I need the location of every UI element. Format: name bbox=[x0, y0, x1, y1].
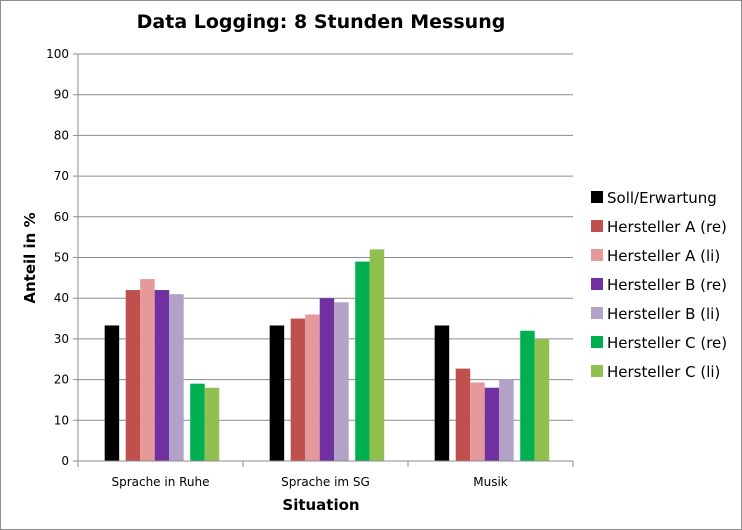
y-tick-label: 80 bbox=[54, 128, 69, 142]
legend-swatch bbox=[591, 365, 603, 377]
bar-1-5 bbox=[355, 261, 370, 461]
legend-label: Soll/Erwartung bbox=[607, 189, 717, 207]
bar-2-5 bbox=[520, 330, 535, 461]
y-tick-label: 90 bbox=[54, 88, 69, 102]
x-axis-title: Situation bbox=[282, 496, 359, 514]
legend-label: Hersteller C (re) bbox=[607, 334, 727, 352]
legend-swatch bbox=[591, 191, 603, 203]
bars bbox=[104, 249, 550, 461]
y-tick-label: 70 bbox=[54, 169, 69, 183]
y-tick-label: 30 bbox=[54, 332, 69, 346]
y-axis-title: Anteil in % bbox=[21, 212, 39, 303]
legend-swatch bbox=[591, 220, 603, 232]
category-label: Sprache in Ruhe bbox=[111, 475, 209, 489]
y-tick-label: 0 bbox=[61, 454, 69, 468]
bar-1-2 bbox=[305, 314, 320, 461]
bar-0-1 bbox=[125, 290, 141, 461]
bar-1-4 bbox=[334, 302, 349, 461]
bar-1-3 bbox=[319, 298, 335, 461]
legend-swatch bbox=[591, 307, 603, 319]
y-tick-label: 10 bbox=[54, 413, 69, 427]
bar-0-5 bbox=[190, 383, 205, 461]
legend-swatch bbox=[591, 278, 603, 290]
bar-0-4 bbox=[169, 294, 184, 461]
y-tick-label: 50 bbox=[54, 251, 69, 265]
legend-label: Hersteller A (re) bbox=[607, 218, 727, 236]
y-tick-label: 100 bbox=[46, 47, 69, 61]
legend-swatch bbox=[591, 249, 603, 261]
legend: Soll/Erwartung Hersteller A (re) Herstelle… bbox=[591, 189, 727, 381]
bar-1-1 bbox=[290, 318, 306, 461]
bar-2-0 bbox=[434, 325, 450, 461]
bar-1-0 bbox=[269, 325, 285, 461]
legend-label: Hersteller B (re) bbox=[607, 276, 727, 294]
bar-0-0 bbox=[104, 325, 120, 461]
y-tick-label: 40 bbox=[54, 291, 69, 305]
y-tick-label: 60 bbox=[54, 210, 69, 224]
legend-label: Hersteller B (li) bbox=[607, 305, 720, 323]
legend-swatch bbox=[591, 336, 603, 348]
axes: 0 10 20 30 40 50 60 70 80 90 100 Sprache in Ruhe Spr… bbox=[46, 47, 574, 489]
category-label: Musik bbox=[473, 475, 508, 489]
bar-2-4 bbox=[499, 379, 514, 461]
bar-2-1 bbox=[455, 368, 471, 461]
chart-title: Data Logging: 8 Stunden Messung bbox=[137, 11, 506, 33]
legend-label: Hersteller C (li) bbox=[607, 363, 720, 381]
y-tick-label: 20 bbox=[54, 373, 69, 387]
bar-0-3 bbox=[154, 290, 170, 461]
category-label: Sprache im SG bbox=[281, 475, 370, 489]
bar-2-3 bbox=[484, 387, 500, 461]
bar-2-2 bbox=[470, 382, 485, 461]
bar-2-6 bbox=[534, 338, 550, 461]
bar-1-6 bbox=[369, 249, 385, 461]
legend-label: Hersteller A (li) bbox=[607, 247, 720, 265]
bar-0-6 bbox=[204, 387, 220, 461]
bar-0-2 bbox=[140, 279, 155, 461]
